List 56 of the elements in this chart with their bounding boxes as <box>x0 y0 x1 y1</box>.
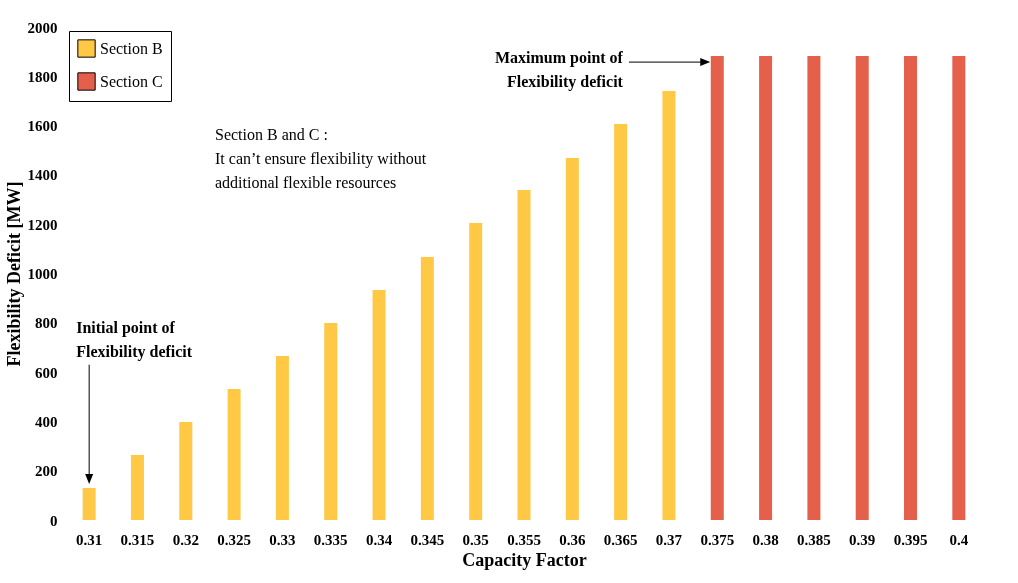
x-tick-label: 0.38 <box>752 531 779 548</box>
x-tick-label: 0.345 <box>410 531 445 548</box>
bar <box>179 421 193 520</box>
x-tick-label: 0.31 <box>76 531 103 548</box>
bar <box>565 157 579 520</box>
x-tick-label: 0.375 <box>700 531 735 548</box>
bar <box>662 91 676 520</box>
y-tick-label: 200 <box>35 463 58 480</box>
x-tick-label: 0.4 <box>949 531 969 548</box>
x-tick-label: 0.355 <box>507 531 541 548</box>
y-tick-label: 2000 <box>27 19 58 36</box>
bar <box>710 56 724 520</box>
x-tick-label: 0.325 <box>217 531 251 548</box>
legend-label: Section C <box>100 72 163 90</box>
x-tick-label: 0.36 <box>559 531 586 548</box>
x-tick-label: 0.335 <box>313 531 348 548</box>
x-tick-label: 0.35 <box>462 531 489 548</box>
y-tick-label: 1400 <box>27 167 58 184</box>
bar <box>904 56 918 520</box>
y-tick-label: 1600 <box>27 118 58 135</box>
bar <box>227 389 241 520</box>
bar <box>130 454 144 520</box>
y-tick-label: 1000 <box>27 266 58 282</box>
y-tick-label: 400 <box>35 413 58 430</box>
bar <box>517 189 531 520</box>
bar <box>855 56 869 520</box>
bar <box>614 124 628 520</box>
bar <box>420 256 434 520</box>
x-tick-label: 0.365 <box>603 531 638 548</box>
annotation: Maximum point of Flexibility deficit <box>494 49 624 92</box>
bar <box>324 323 338 520</box>
bar <box>759 56 773 520</box>
x-tick-label: 0.385 <box>797 531 831 548</box>
annotation: Section B and C : It can’t ensure flexibility without additional flexible resources <box>215 126 427 191</box>
x-tick-label: 0.395 <box>893 531 928 548</box>
x-tick-label: 0.37 <box>655 531 683 548</box>
y-axis-title: Flexibility Deficit [MW] <box>3 181 24 367</box>
bar <box>275 356 289 520</box>
bar <box>952 56 966 520</box>
y-tick-label: 1200 <box>27 216 58 233</box>
x-tick-label: 0.32 <box>172 531 199 548</box>
bar <box>807 56 821 520</box>
y-tick-label: 0 <box>50 512 58 529</box>
bar <box>372 290 386 520</box>
x-tick-label: 0.34 <box>365 531 393 548</box>
x-tick-label: 0.39 <box>849 531 876 548</box>
x-tick-label: 0.315 <box>120 531 155 548</box>
x-axis-title: Capacity Factor <box>462 549 587 570</box>
x-tick-label: 0.33 <box>269 531 296 548</box>
y-tick-label: 1800 <box>27 68 58 85</box>
annotation: Initial point of Flexibility deficit <box>76 319 193 362</box>
y-tick-label: 600 <box>35 364 58 381</box>
legend-label: Section B <box>100 39 163 57</box>
y-tick-label: 800 <box>35 315 58 332</box>
bar <box>82 487 96 520</box>
bar <box>469 222 483 520</box>
